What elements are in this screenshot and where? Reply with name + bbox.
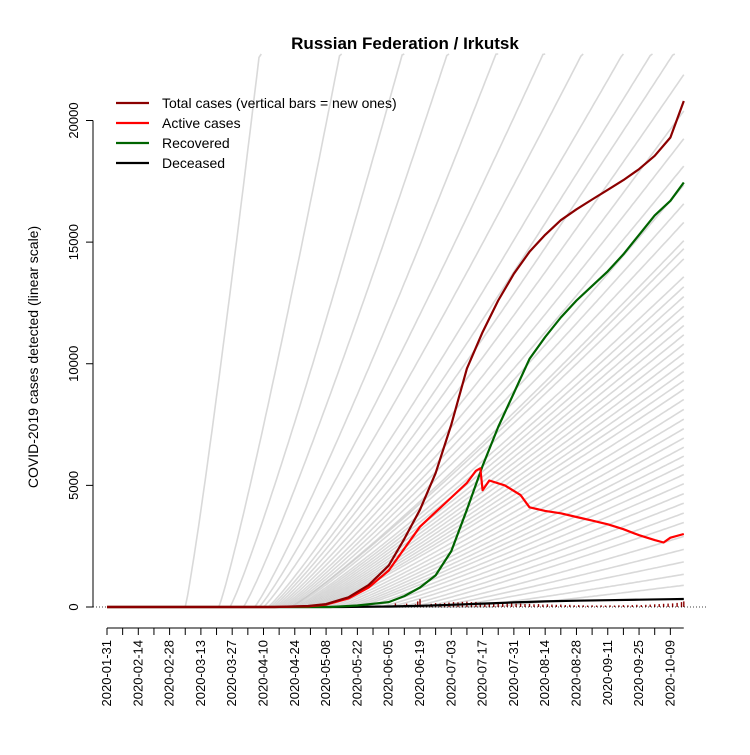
legend-label-active: Active cases: [162, 115, 241, 131]
x-tick-label-16: 2020-09-11: [600, 640, 615, 706]
legend-label-total: Total cases (vertical bars = new ones): [162, 95, 397, 111]
x-tick-label-1: 2020-02-14: [130, 640, 145, 707]
x-tick-label-7: 2020-05-08: [318, 640, 333, 707]
y-tick-label-3: 15000: [66, 224, 81, 260]
legend-label-deceased: Deceased: [162, 155, 225, 171]
x-tick-label-9: 2020-06-05: [381, 640, 396, 707]
series-line-recovered: [107, 181, 685, 609]
x-tick-label-4: 2020-03-27: [224, 640, 239, 707]
x-tick-label-5: 2020-04-10: [255, 640, 270, 707]
x-tick-label-18: 2020-10-09: [662, 640, 677, 707]
x-tick-label-11: 2020-07-03: [443, 640, 458, 707]
background-region-line-28: [107, 352, 685, 608]
chart-title: Russian Federation / Irkutsk: [291, 34, 519, 53]
x-axis: 2020-01-31 2020-02-14 2020-02-28 2020-03-13…: [99, 627, 684, 707]
x-tick-label-12: 2020-07-17: [475, 640, 490, 707]
x-tick-label-17: 2020-09-25: [631, 640, 646, 707]
x-tick-label-14: 2020-08-14: [537, 640, 552, 707]
y-axis: 0 5000 10000 15000 20000: [66, 102, 94, 611]
y-tick-label-4: 20000: [66, 102, 81, 138]
y-tick-label-1: 5000: [66, 471, 81, 500]
x-tick-label-6: 2020-04-24: [287, 640, 302, 707]
background-region-line-11: [107, 110, 685, 608]
legend-label-recovered: Recovered: [162, 135, 230, 151]
x-tick-label-2: 2020-02-28: [162, 640, 177, 707]
x-tick-label-3: 2020-03-13: [193, 640, 208, 707]
series-lines: [90, 100, 708, 609]
y-tick-label-0: 0: [66, 603, 81, 610]
series-line-active: [107, 467, 685, 609]
background-region-line-15: [107, 203, 685, 608]
x-tick-label-13: 2020-07-31: [506, 640, 521, 707]
background-region-line-31: [107, 379, 685, 608]
y-tick-label-2: 10000: [66, 346, 81, 382]
x-tick-label-8: 2020-05-22: [349, 640, 364, 707]
x-tick-label-0: 2020-01-31: [99, 640, 114, 707]
x-tick-label-15: 2020-08-28: [568, 640, 583, 707]
legend: Total cases (vertical bars = new ones) Ac…: [116, 95, 397, 171]
y-axis-label: COVID-2019 cases detected (linear scale): [25, 226, 41, 488]
x-tick-label-10: 2020-06-19: [412, 640, 427, 707]
series-line-total: [107, 100, 685, 609]
series-line-deceased: [107, 597, 684, 609]
